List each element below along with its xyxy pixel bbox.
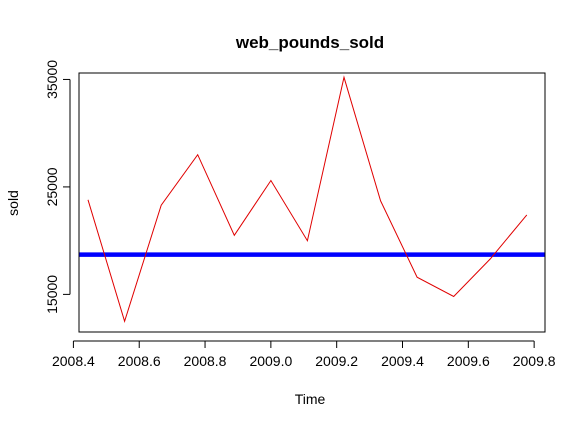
y-axis: 15000 25000 35000 xyxy=(44,60,71,314)
x-tick-label: 2009.0 xyxy=(249,353,292,369)
x-tick-label: 2009.8 xyxy=(513,353,556,369)
x-tick-label: 2008.8 xyxy=(184,353,227,369)
y-tick-label: 35000 xyxy=(44,60,60,99)
x-axis-label: Time xyxy=(295,391,326,407)
x-tick-label: 2009.2 xyxy=(315,353,358,369)
x-tick-label: 2008.4 xyxy=(52,353,95,369)
y-tick-label: 25000 xyxy=(44,167,60,206)
plot-frame xyxy=(78,72,546,333)
x-tick-label: 2009.6 xyxy=(447,353,490,369)
plot-lines xyxy=(79,75,545,323)
x-axis: 2008.4 2008.6 2008.8 2009.0 2009.2 2009.4 2009… xyxy=(52,340,556,369)
y-axis-label: sold xyxy=(5,190,21,216)
chart-title: web_pounds_sold xyxy=(235,33,384,52)
x-tick-label: 2009.4 xyxy=(381,353,424,369)
x-tick-label: 2008.6 xyxy=(118,353,161,369)
series-line xyxy=(87,75,528,323)
y-tick-label: 15000 xyxy=(44,275,60,314)
